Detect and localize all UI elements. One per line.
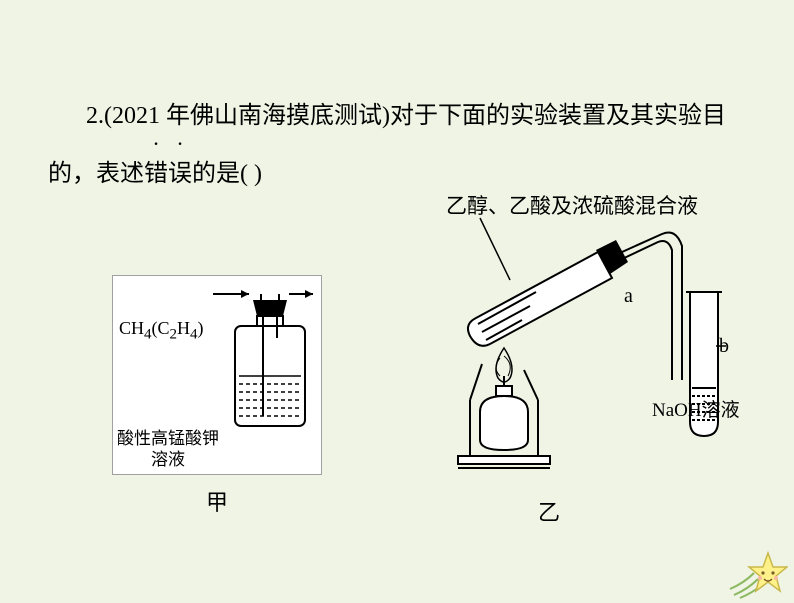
figure-right-caption: 乙 [538,495,560,527]
figure-right-label-b: b [719,335,729,358]
figure-left-gas-label: CH4(C2H4) [119,318,204,344]
figure-right-naoh-label: NaOH溶液 [652,395,740,422]
figure-right-title-label: 乙醇、乙酸及浓硫酸混合液 [446,190,698,220]
figure-left-caption: 甲 [206,485,228,517]
question-em2: 误 [168,146,192,204]
figure-right-apparatus [380,200,750,490]
figure-right-label-a: a [624,285,633,308]
star-decoration-icon [724,543,788,599]
figure-right: 乙醇、乙酸及浓硫酸混合液 [380,200,750,490]
question-em1: 错 [144,146,168,204]
figure-left-solution-label: 酸性高锰酸钾溶液 [117,428,219,471]
figure-left: CH4(C2H4) 酸性高锰酸钾溶液 [112,275,322,475]
question-suffix: 的是( ) [192,161,262,187]
question-text: 2.(2021 年佛山南海摸底测试)对于下面的实验装置及其实验目的，表述错误的是… [48,88,768,203]
